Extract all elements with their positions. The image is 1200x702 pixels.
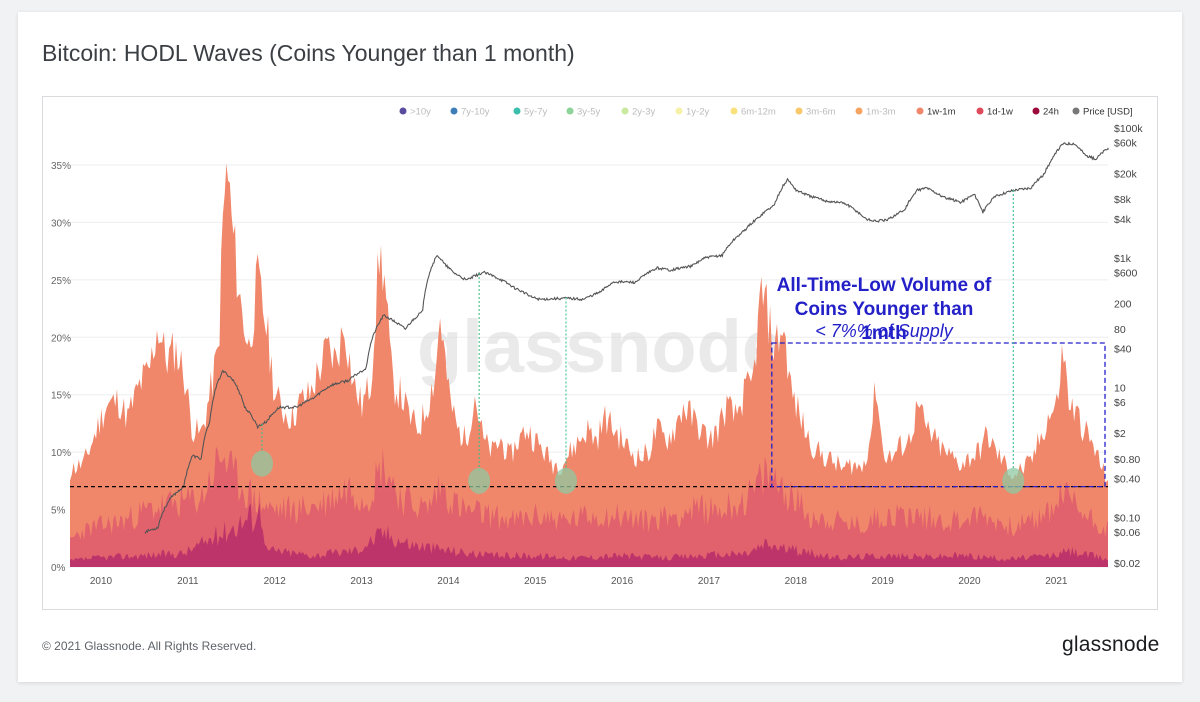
x-tick-label: 2015 xyxy=(524,576,547,587)
y-right-tick-label: $20k xyxy=(1114,168,1138,180)
marker-circle xyxy=(468,467,491,494)
price-line xyxy=(144,141,1109,534)
annotation-line-1: All-Time-Low Volume of xyxy=(776,275,992,296)
y-right-tick-label: $0.80 xyxy=(1114,454,1140,466)
legend-item[interactable]: 1w-1m xyxy=(916,107,956,118)
legend-item[interactable]: 1m-3m xyxy=(855,107,896,118)
y-right-tick-label: 80 xyxy=(1114,324,1126,336)
marker-circle xyxy=(554,467,577,494)
legend-swatch-icon xyxy=(675,107,683,115)
x-tick-label: 2019 xyxy=(872,576,895,587)
legend-swatch-icon xyxy=(730,107,738,115)
watermark-text: glassnode xyxy=(417,305,783,388)
legend-swatch-icon xyxy=(450,107,458,115)
x-tick-label: 2018 xyxy=(785,576,808,587)
annotation-line-2: Coins Younger than 1mth xyxy=(794,299,974,344)
y-right-tick-label: $100k xyxy=(1114,123,1143,135)
x-tick-label: 2017 xyxy=(698,576,721,587)
legend-label: Price [USD] xyxy=(1083,107,1133,118)
page-title: Bitcoin: HODL Waves (Coins Younger than … xyxy=(42,40,575,66)
x-tick-label: 2013 xyxy=(350,576,373,587)
y-right-tick-label: $2 xyxy=(1114,428,1126,440)
x-tick-label: 2011 xyxy=(177,576,199,587)
legend-swatch-icon xyxy=(1032,107,1040,115)
y-right-tick-label: $0.10 xyxy=(1114,513,1140,525)
legend-label: 7y-10y xyxy=(461,107,490,118)
x-tick-label: 2010 xyxy=(90,576,113,587)
y-left-tick-label: 20% xyxy=(51,333,71,344)
y-right-tick-label: $1k xyxy=(1114,253,1132,265)
y-left-tick-label: 5% xyxy=(51,506,66,517)
y-left-tick-label: 15% xyxy=(51,391,71,402)
legend-swatch-icon xyxy=(916,107,924,115)
y-right-tick-label: $4k xyxy=(1114,214,1132,226)
y-right-tick-label: $40 xyxy=(1114,344,1132,356)
legend-label: >10y xyxy=(410,107,431,118)
annotation-headline: All-Time-Low Volume of Coins Younger tha… xyxy=(770,274,998,346)
x-tick-label: 2021 xyxy=(1045,576,1068,587)
y-right-tick-label: $0.40 xyxy=(1114,474,1140,486)
x-tick-label: 2012 xyxy=(264,576,287,587)
legend-item[interactable]: 3m-6m xyxy=(795,107,836,118)
legend-item[interactable]: 24h xyxy=(1032,107,1059,118)
legend-swatch-icon xyxy=(513,107,521,115)
legend-item[interactable]: 6m-12m xyxy=(730,107,776,118)
area-1w-1m xyxy=(70,163,1108,568)
legend-item[interactable]: 3y-5y xyxy=(566,107,601,118)
chart-frame xyxy=(42,96,1158,610)
legend-swatch-icon xyxy=(621,107,629,115)
marker-circle xyxy=(251,450,274,477)
legend-item[interactable]: 1y-2y xyxy=(675,107,710,118)
legend-swatch-icon xyxy=(566,107,574,115)
y-left-tick-label: 0% xyxy=(51,563,66,574)
legend-label: 3m-6m xyxy=(806,107,836,118)
area-24h xyxy=(70,502,1108,567)
area-1d-1w xyxy=(70,446,1108,567)
legend-label: 3y-5y xyxy=(577,107,600,118)
y-right-tick-label: $0.02 xyxy=(1114,558,1140,570)
legend-swatch-icon xyxy=(976,107,984,115)
y-left-tick-label: 35% xyxy=(51,161,71,172)
legend-label: 24h xyxy=(1043,107,1059,118)
y-left-tick-label: 25% xyxy=(51,276,71,287)
annotation-subline: < 7%% of Supply xyxy=(815,321,953,341)
legend-label: 1w-1m xyxy=(927,107,956,118)
y-right-tick-label: $60k xyxy=(1114,137,1138,149)
legend-label: 1d-1w xyxy=(987,107,1013,118)
x-tick-label: 2016 xyxy=(611,576,634,587)
y-right-tick-label: 200 xyxy=(1114,298,1132,310)
legend-item[interactable]: 1d-1w xyxy=(976,107,1014,118)
footer-copyright: © 2021 Glassnode. All Rights Reserved. xyxy=(42,639,257,653)
legend-item[interactable]: 7y-10y xyxy=(450,107,490,118)
legend-label: 1m-3m xyxy=(866,107,896,118)
y-right-tick-label: $6 xyxy=(1114,397,1126,409)
y-left-tick-label: 10% xyxy=(51,448,71,459)
legend-item[interactable]: >10y xyxy=(399,107,432,118)
legend-label: 6m-12m xyxy=(741,107,776,118)
marker-circle xyxy=(1002,467,1025,494)
legend-swatch-icon xyxy=(795,107,803,115)
y-right-tick-label: $600 xyxy=(1114,267,1138,279)
y-right-tick-label: $0.06 xyxy=(1114,527,1140,539)
y-right-tick-label: $8k xyxy=(1114,194,1132,206)
highlight-box xyxy=(771,342,1106,488)
legend-item[interactable]: Price [USD] xyxy=(1072,107,1133,118)
legend-label: 5y-7y xyxy=(524,107,547,118)
y-left-tick-label: 30% xyxy=(51,218,71,229)
chart-card xyxy=(18,12,1182,682)
legend-swatch-icon xyxy=(399,107,407,115)
legend-swatch-icon xyxy=(855,107,863,115)
x-tick-label: 2020 xyxy=(958,576,981,587)
legend-swatch-icon xyxy=(1072,107,1080,115)
legend-label: 1y-2y xyxy=(686,107,709,118)
legend-label: 2y-3y xyxy=(632,107,655,118)
y-right-tick-label: 10 xyxy=(1114,383,1126,395)
legend-item[interactable]: 2y-3y xyxy=(621,107,656,118)
x-tick-label: 2014 xyxy=(437,576,460,587)
footer-brand-logo[interactable]: glassnode xyxy=(1062,633,1160,656)
legend-item[interactable]: 5y-7y xyxy=(513,107,548,118)
